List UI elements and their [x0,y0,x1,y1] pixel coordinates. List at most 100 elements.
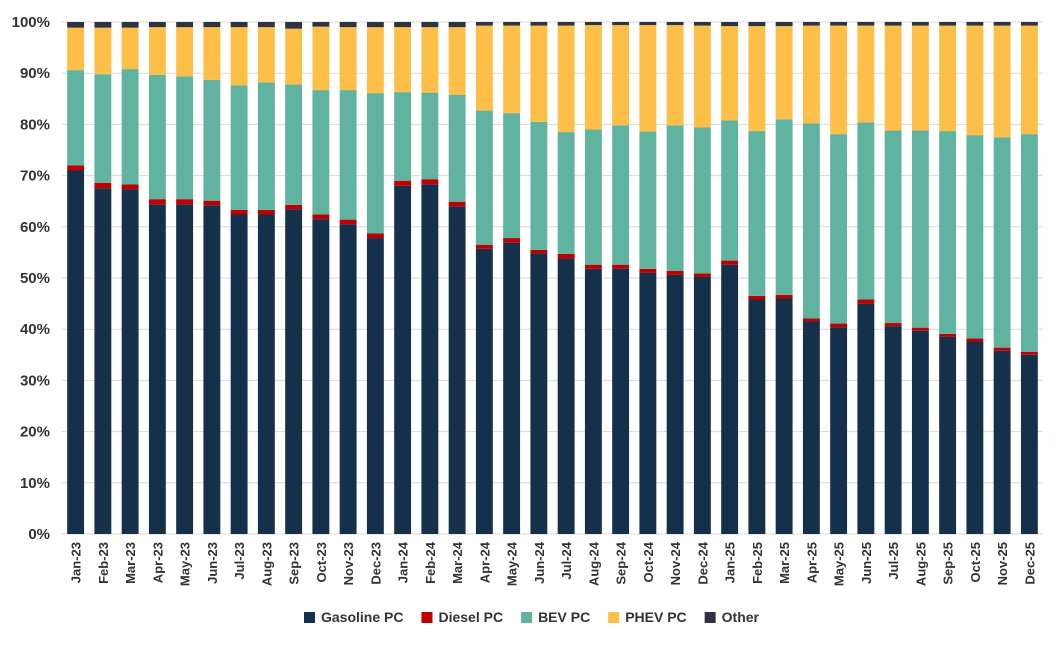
bar-stack [557,22,575,534]
bar-segment-other [203,22,221,28]
bar-segment-bev-pc [802,123,820,319]
bar-segment-bev-pc [257,82,275,210]
bar-segment-phev-pc [721,26,739,121]
bar-segment-gasoline-pc [339,224,357,535]
bar-segment-phev-pc [857,25,875,123]
bar-segment-diesel-pc [312,214,330,220]
bar-segment-gasoline-pc [230,214,248,534]
bar-segment-other [748,22,766,27]
legend-swatch [608,612,620,623]
bar-segment-gasoline-pc [775,298,793,534]
bar-segment-phev-pc [148,27,166,75]
y-tick-label: 80% [20,116,50,133]
bar-segment-bev-pc [775,119,793,295]
bar-segment-diesel-pc [748,295,766,300]
bar-segment-phev-pc [584,25,602,130]
bar-segment-bev-pc [557,132,575,254]
bar-stack [339,22,357,535]
legend-label: Diesel PC [438,609,503,625]
bar-segment-bev-pc [612,125,630,265]
x-tick-label: Jul-23 [232,542,247,580]
bar-stack [939,22,957,534]
bar-segment-diesel-pc [802,318,820,322]
legend-swatch [521,612,533,623]
bar-segment-other [802,22,820,26]
y-tick-label: 50% [20,270,50,287]
x-tick-label: Dec-23 [368,542,383,585]
bar-segment-phev-pc [339,27,357,91]
bar-stack [802,22,820,534]
bar-segment-other [1020,22,1038,26]
bar-segment-other [993,22,1011,26]
x-tick-label: Sep-23 [287,542,302,585]
bar-stack [448,22,466,534]
bar-segment-diesel-pc [394,180,412,186]
bar-stack [203,22,221,534]
x-tick-label: Jun-25 [859,542,874,584]
bar-segment-phev-pc [475,25,493,111]
x-tick-label: Dec-25 [1022,542,1037,585]
bar-segment-gasoline-pc [257,214,275,534]
bar-segment-diesel-pc [911,327,929,331]
bar-segment-gasoline-pc [911,330,929,534]
bar-stack [748,22,766,534]
bar-segment-diesel-pc [666,270,684,275]
bar-segment-other [230,22,248,28]
bar-segment-phev-pc [67,27,85,71]
bar-segment-diesel-pc [639,268,657,273]
bar-segment-bev-pc [748,131,766,296]
bar-segment-gasoline-pc [421,184,439,534]
bar-segment-diesel-pc [939,333,957,337]
bar-stack [285,22,303,534]
bar-stack [966,22,984,534]
y-tick-label: 90% [20,65,50,82]
bar-segment-diesel-pc [584,264,602,269]
bar-segment-diesel-pc [366,233,384,239]
bar-stack [1020,22,1038,534]
bar-segment-bev-pc [121,69,139,185]
bar-segment-other [612,22,630,26]
bar-segment-gasoline-pc [748,299,766,534]
bar-segment-diesel-pc [857,299,875,304]
y-tick-label: 70% [20,168,50,185]
legend-label: BEV PC [538,609,590,625]
bar-segment-diesel-pc [448,201,466,207]
bar-segment-phev-pc [230,27,248,86]
legend-item: Gasoline PC [304,609,403,625]
bar-segment-other [94,22,112,28]
y-tick-label: 10% [20,475,50,492]
bar-segment-bev-pc [857,122,875,300]
bar-segment-other [966,22,984,26]
legend-swatch [304,612,315,623]
bar-segment-gasoline-pc [203,205,221,534]
bar-segment-diesel-pc [830,323,848,328]
bar-segment-diesel-pc [94,182,112,189]
x-tick-label: Mar-24 [450,541,465,584]
x-tick-label: Jun-23 [205,542,220,584]
bar-segment-phev-pc [121,27,139,70]
bar-segment-gasoline-pc [312,219,330,534]
legend-item: BEV PC [521,609,590,625]
x-tick-label: Dec-24 [695,541,710,584]
x-tick-label: Aug-25 [913,542,928,586]
bar-segment-gasoline-pc [394,185,412,534]
bar-segment-phev-pc [993,25,1011,138]
bar-segment-bev-pc [584,129,602,265]
bar-segment-phev-pc [639,25,657,132]
bar-segment-other [176,22,194,28]
bar-segment-diesel-pc [121,184,139,190]
bar-segment-phev-pc [366,27,384,94]
x-tick-label: Nov-25 [995,542,1010,585]
bar-stack [693,22,711,534]
bar-segment-bev-pc [67,70,85,166]
x-tick-label: Jul-25 [886,542,901,580]
legend-item: Other [704,609,760,625]
x-tick-label: Apr-24 [477,541,492,583]
bar-segment-phev-pc [176,27,194,77]
bar-segment-other [421,22,439,28]
bar-segment-bev-pc [721,120,739,261]
bars [67,22,1038,535]
bar-segment-gasoline-pc [939,336,957,534]
legend-item: PHEV PC [608,609,687,625]
bar-stack [394,22,412,534]
